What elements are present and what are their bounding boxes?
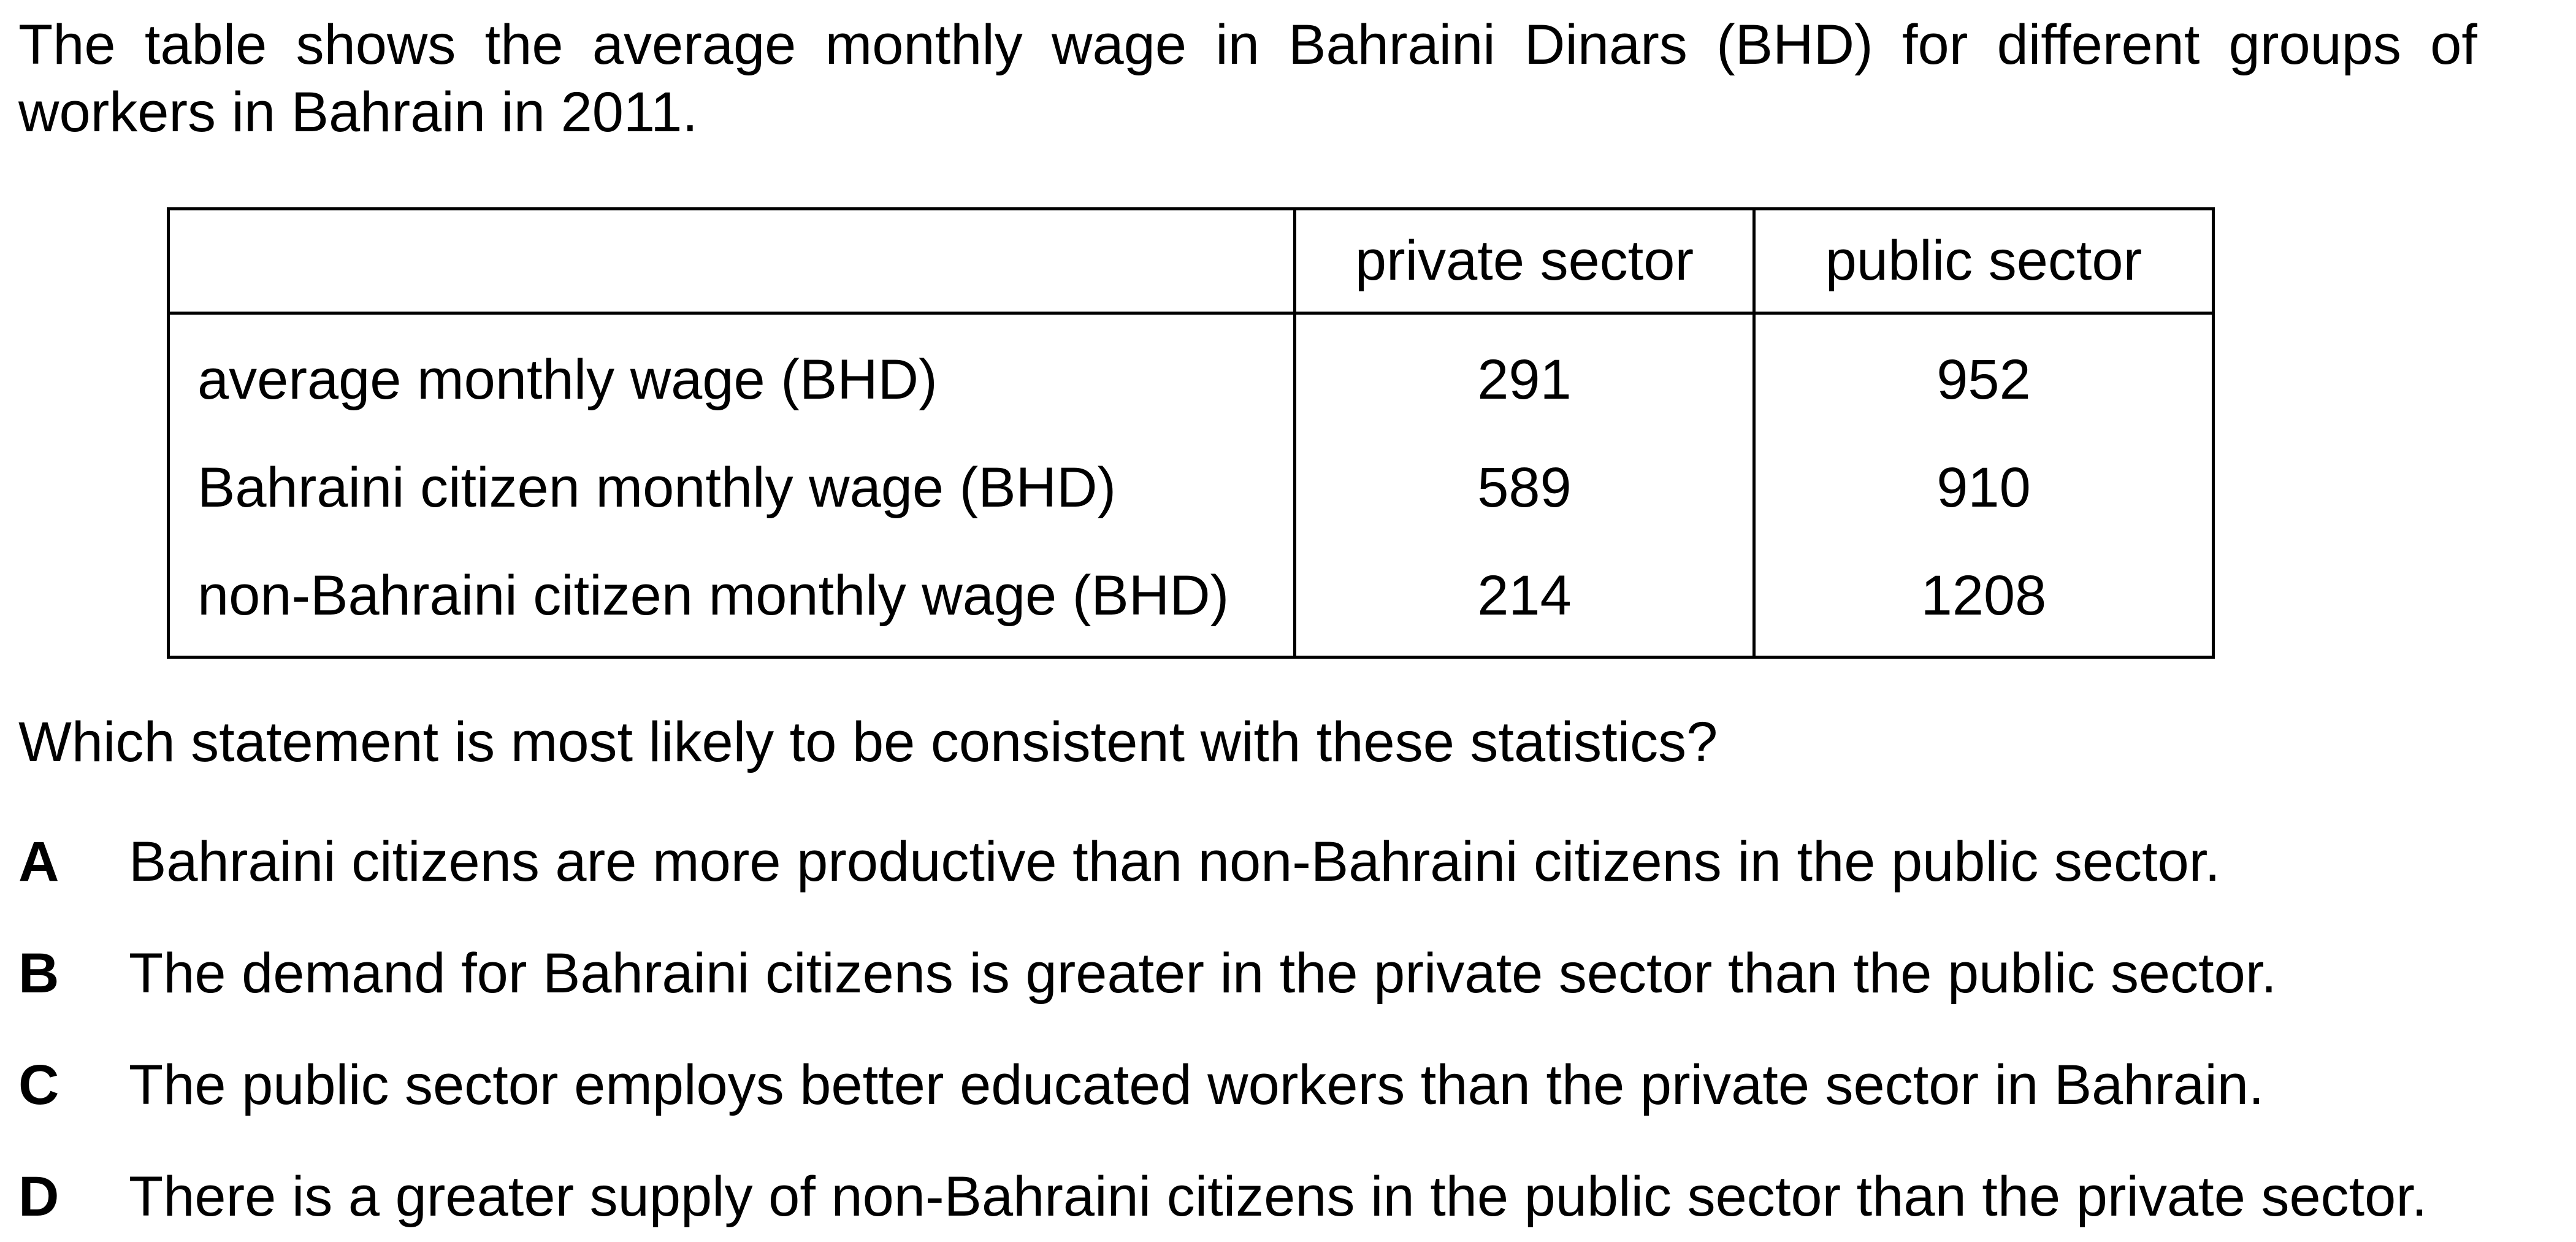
wage-table: private sector public sector average mon… xyxy=(167,207,2215,659)
option-text-b: The demand for Bahraini citizens is grea… xyxy=(129,942,2277,1005)
answer-option-d[interactable]: D There is a greater supply of non-Bahrai… xyxy=(18,1163,2427,1230)
option-text-c: The public sector employs better educate… xyxy=(129,1054,2265,1116)
row-label-bahraini-citizen-wage: Bahraini citizen monthly wage (BHD) xyxy=(167,434,1296,542)
option-letter-c: C xyxy=(18,1054,59,1116)
table-row: non-Bahraini citizen monthly wage (BHD) … xyxy=(167,542,2215,657)
row-label-non-bahraini-citizen-wage: non-Bahraini citizen monthly wage (BHD) xyxy=(167,542,1296,657)
cell-average-private: 291 xyxy=(1293,313,1756,434)
cell-average-public: 952 xyxy=(1752,313,2215,434)
table-row: average monthly wage (BHD) 291 952 xyxy=(167,313,2215,434)
table-stub-header xyxy=(167,209,1296,315)
table-row: Bahraini citizen monthly wage (BHD) 589 … xyxy=(167,434,2215,542)
column-header-public-sector: public sector xyxy=(1752,209,2215,315)
row-label-average-wage: average monthly wage (BHD) xyxy=(167,313,1296,434)
column-header-private-sector: private sector xyxy=(1293,209,1756,315)
option-text-d: There is a greater supply of non-Bahrain… xyxy=(129,1165,2428,1228)
answer-option-c[interactable]: C The public sector employs better educat… xyxy=(18,1051,2264,1119)
cell-non-bahraini-private: 214 xyxy=(1293,542,1756,657)
option-letter-d: D xyxy=(18,1165,59,1228)
cell-bahraini-private: 589 xyxy=(1293,434,1756,542)
option-text-a: Bahraini citizens are more productive th… xyxy=(129,830,2220,893)
answer-option-b[interactable]: B The demand for Bahraini citizens is gre… xyxy=(18,940,2277,1007)
answer-option-a[interactable]: A Bahraini citizens are more productive t… xyxy=(18,828,2220,895)
cell-bahraini-public: 910 xyxy=(1752,434,2215,542)
cell-non-bahraini-public: 1208 xyxy=(1752,542,2215,657)
intro-paragraph: The table shows the average monthly wage… xyxy=(18,13,2477,144)
option-letter-a: A xyxy=(18,830,59,893)
option-letter-b: B xyxy=(18,942,59,1005)
question-text: Which statement is most likely to be con… xyxy=(18,711,1718,773)
table-header-row: private sector public sector xyxy=(167,209,2215,315)
